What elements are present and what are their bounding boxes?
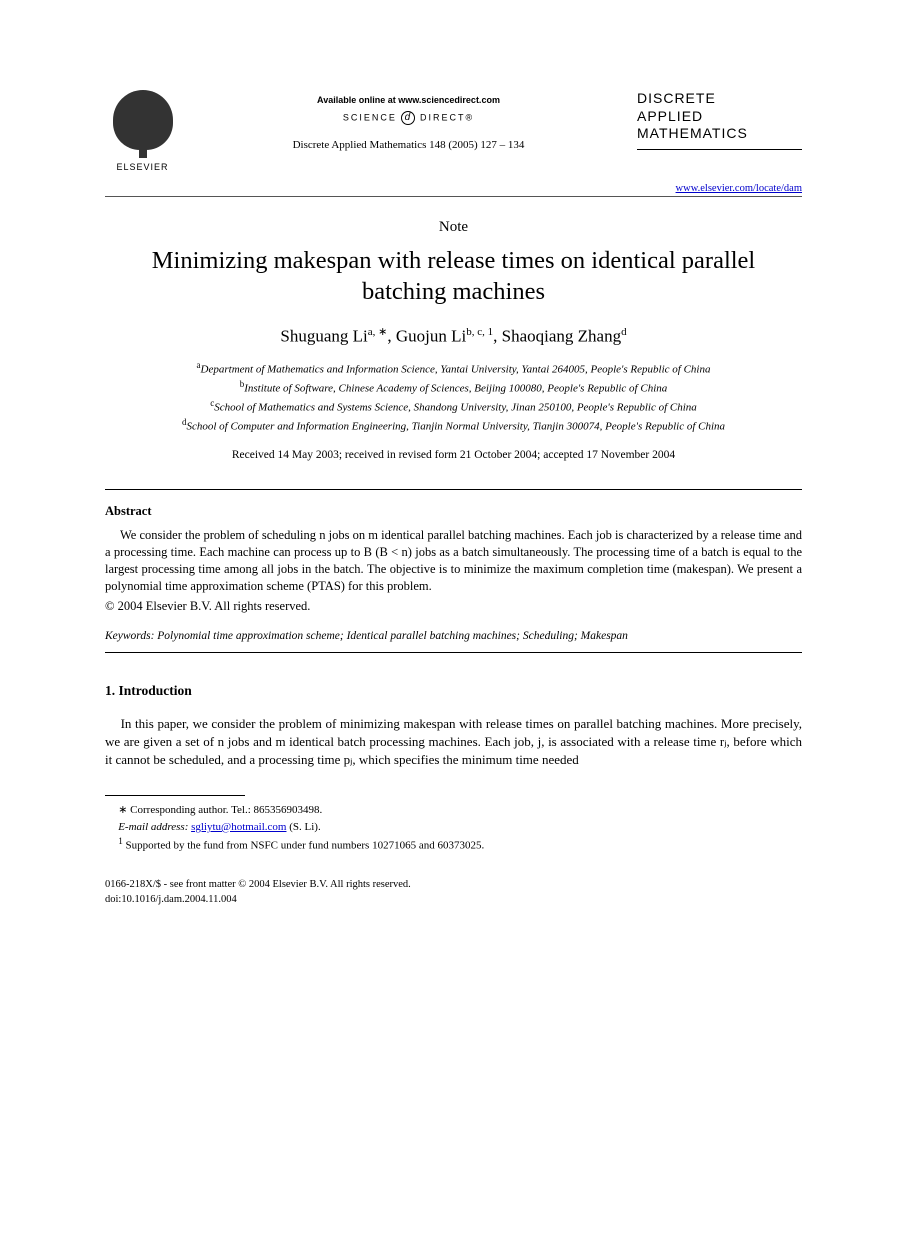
affiliations-block: aDepartment of Mathematics and Informati…: [125, 359, 782, 435]
affil-d: School of Computer and Information Engin…: [186, 421, 725, 433]
header-divider: [105, 196, 802, 197]
keywords-line: Keywords: Polynomial time approximation …: [105, 630, 802, 642]
front-matter-line: 0166-218X/$ - see front matter © 2004 El…: [105, 878, 802, 893]
footnote-funding: 1 Supported by the fund from NSFC under …: [105, 835, 802, 854]
funding-text: Supported by the fund from NSFC under fu…: [126, 840, 485, 852]
intro-paragraph-1: In this paper, we consider the problem o…: [105, 715, 802, 770]
keywords-text: Polynomial time approximation scheme; Id…: [157, 630, 628, 642]
keywords-label: Keywords:: [105, 630, 154, 642]
elsevier-logo: ELSEVIER: [105, 90, 180, 175]
available-online-text: Available online at www.sciencedirect.co…: [180, 95, 637, 105]
footnote-corresponding: ∗ Corresponding author. Tel.: 8653569034…: [105, 802, 802, 819]
affil-b: Institute of Software, Chinese Academy o…: [244, 383, 667, 395]
author-3-sup: d: [621, 326, 627, 338]
bottom-info: 0166-218X/$ - see front matter © 2004 El…: [105, 878, 802, 907]
author-2-sup: b, c, 1: [466, 326, 493, 338]
sd-left: SCIENCE: [343, 112, 397, 122]
author-2: Guojun Li: [396, 327, 466, 346]
sd-right: DIRECT®: [420, 112, 474, 122]
article-title: Minimizing makespan with release times o…: [125, 246, 782, 307]
abstract-top-divider: [105, 489, 802, 490]
center-header: Available online at www.sciencedirect.co…: [180, 90, 637, 151]
abstract-copyright: © 2004 Elsevier B.V. All rights reserved…: [105, 599, 802, 614]
section-1-heading: 1. Introduction: [105, 683, 802, 699]
email-suffix: (S. Li).: [289, 821, 320, 833]
elsevier-tree-icon: [113, 90, 173, 150]
affil-a: Department of Mathematics and Informatio…: [201, 364, 711, 376]
journal-url-link[interactable]: www.elsevier.com/locate/dam: [105, 183, 802, 194]
jn-line3: MATHEMATICS: [637, 125, 748, 141]
header-row: ELSEVIER Available online at www.science…: [105, 90, 802, 175]
abstract-text: We consider the problem of scheduling n …: [105, 527, 802, 595]
author-1: Shuguang Li: [280, 327, 367, 346]
article-dates: Received 14 May 2003; received in revise…: [105, 449, 802, 461]
journal-name: DISCRETE APPLIED MATHEMATICS: [637, 90, 802, 150]
document-type: Note: [105, 219, 802, 236]
citation-text: Discrete Applied Mathematics 148 (2005) …: [180, 139, 637, 151]
jn-line1: DISCRETE: [637, 90, 716, 106]
email-label: E-mail address:: [118, 821, 188, 833]
footnote-divider: [105, 795, 245, 796]
author-1-sup: a, ∗: [368, 326, 388, 338]
authors-line: Shuguang Lia, ∗, Guojun Lib, c, 1, Shaoq…: [105, 325, 802, 347]
abstract-bottom-divider: [105, 652, 802, 653]
author-3: Shaoqiang Zhang: [502, 327, 621, 346]
journal-name-box: DISCRETE APPLIED MATHEMATICS: [637, 90, 802, 154]
publisher-label: ELSEVIER: [116, 162, 168, 172]
abstract-heading: Abstract: [105, 504, 802, 519]
sd-at-icon: d: [401, 111, 415, 125]
doi-line: doi:10.1016/j.dam.2004.11.004: [105, 893, 802, 908]
science-direct-logo: SCIENCE d DIRECT®: [180, 111, 637, 125]
email-link[interactable]: sgliytu@hotmail.com: [191, 821, 286, 833]
affil-c: School of Mathematics and Systems Scienc…: [214, 402, 697, 414]
footnote-email: E-mail address: sgliytu@hotmail.com (S. …: [105, 819, 802, 836]
jn-line2: APPLIED: [637, 108, 703, 124]
